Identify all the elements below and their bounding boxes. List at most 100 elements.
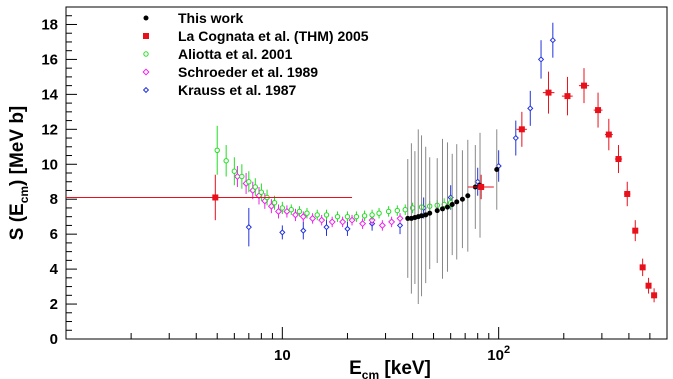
data-point: [323, 212, 330, 218]
y-tick-label: 2: [50, 296, 58, 313]
data-point: [323, 224, 330, 231]
data-point: [279, 205, 286, 211]
data-point: [512, 134, 519, 142]
data-point: [318, 216, 326, 224]
x-tick-label-exponent: 2: [504, 344, 510, 356]
data-point: [296, 208, 303, 215]
data-point: [405, 215, 411, 221]
data-point: [279, 229, 286, 236]
x-tick-label: 102: [487, 344, 510, 364]
legend-label: La Cognata et al. (THM) 2005: [178, 28, 369, 44]
data-point: [246, 179, 252, 185]
data-point: [245, 224, 252, 231]
legend-label: Schroeder et al. 1989: [178, 64, 318, 80]
data-point: [233, 172, 241, 181]
data-point: [223, 158, 229, 164]
data-point: [434, 208, 440, 214]
data-point: [369, 212, 375, 218]
data-point: [388, 218, 396, 226]
legend-entry: Schroeder et al. 1989: [142, 64, 318, 80]
data-point: [478, 183, 485, 190]
legend-label: Krauss et al. 1987: [178, 82, 297, 98]
y-tick-label: 14: [41, 86, 58, 103]
data-point: [299, 213, 307, 221]
data-point: [288, 206, 294, 213]
data-point: [545, 89, 552, 96]
data-point: [465, 193, 471, 199]
x-tick-label-base: 10: [487, 347, 504, 364]
y-tick-label: 6: [50, 226, 58, 243]
y-axis-title-subscript: cm: [17, 186, 31, 203]
y-tick-label: 16: [41, 51, 58, 68]
legend-marker: [143, 15, 149, 21]
data-point: [537, 56, 545, 63]
data-point: [518, 126, 525, 133]
data-point: [309, 214, 317, 222]
y-axis-title-main: S (E: [7, 203, 28, 240]
data-point: [423, 212, 429, 218]
data-point: [439, 206, 445, 212]
data-point: [459, 196, 465, 202]
legend-label: Aliotta et al. 2001: [178, 46, 293, 62]
data-point: [454, 199, 460, 205]
data-point: [394, 207, 401, 214]
legend: This work La Cognata et al. (THM) 2005 Ali…: [142, 10, 369, 98]
data-point: [396, 214, 404, 222]
data-point: [274, 207, 283, 215]
x-axis-title: Ecm [keV]: [349, 358, 431, 379]
data-point: [252, 184, 259, 190]
data-point: [645, 282, 652, 289]
data-point: [378, 221, 386, 229]
data-point: [328, 218, 336, 226]
data-point: [549, 37, 556, 44]
legend-entry: Aliotta et al. 2001: [143, 46, 293, 62]
y-tick-label: 12: [41, 121, 58, 138]
data-point: [376, 210, 382, 216]
y-tick-label: 0: [50, 331, 58, 348]
x-axis-title-subscript: cm: [362, 368, 379, 379]
data-point: [314, 212, 320, 218]
data-point: [427, 210, 433, 216]
data-point: [344, 225, 351, 233]
series-this-work: [405, 129, 500, 305]
data-point: [651, 292, 658, 299]
data-point: [441, 201, 447, 208]
data-point: [444, 204, 450, 210]
x-tick-label-base: 10: [274, 347, 291, 364]
x-tick-label: 10: [274, 347, 291, 364]
data-point: [361, 213, 368, 219]
y-tick-label: 4: [50, 261, 59, 278]
y-axis-title-unit: ) [MeV b]: [7, 106, 28, 186]
data-point: [396, 222, 404, 229]
data-point: [291, 211, 299, 219]
y-tick-label: 8: [50, 191, 58, 208]
data-point: [212, 194, 219, 201]
data-point: [402, 206, 408, 213]
data-point: [214, 147, 220, 153]
legend-marker: [143, 33, 149, 39]
data-point: [368, 216, 376, 224]
y-axis-title: S (Ecm) [MeV b]: [7, 106, 31, 241]
data-point: [385, 208, 392, 215]
data-point: [449, 201, 455, 207]
legend-marker: [143, 51, 149, 57]
data-point: [419, 213, 425, 219]
data-point: [605, 131, 612, 138]
data-point: [334, 213, 341, 220]
legend-marker: [142, 68, 150, 76]
legend-entry: Krauss et al. 1987: [142, 82, 297, 98]
y-tick-label: 10: [41, 156, 58, 173]
legend-marker: [142, 86, 150, 94]
data-point: [474, 178, 481, 185]
data-point: [258, 189, 265, 195]
data-point: [632, 227, 639, 234]
data-point: [267, 202, 275, 210]
data-point: [564, 93, 571, 100]
series-schroeder-et-al-1989: [233, 166, 404, 231]
y-tick-label: 18: [41, 16, 58, 33]
data-point: [494, 167, 500, 173]
x-axis-title-unit: [keV]: [379, 358, 431, 379]
